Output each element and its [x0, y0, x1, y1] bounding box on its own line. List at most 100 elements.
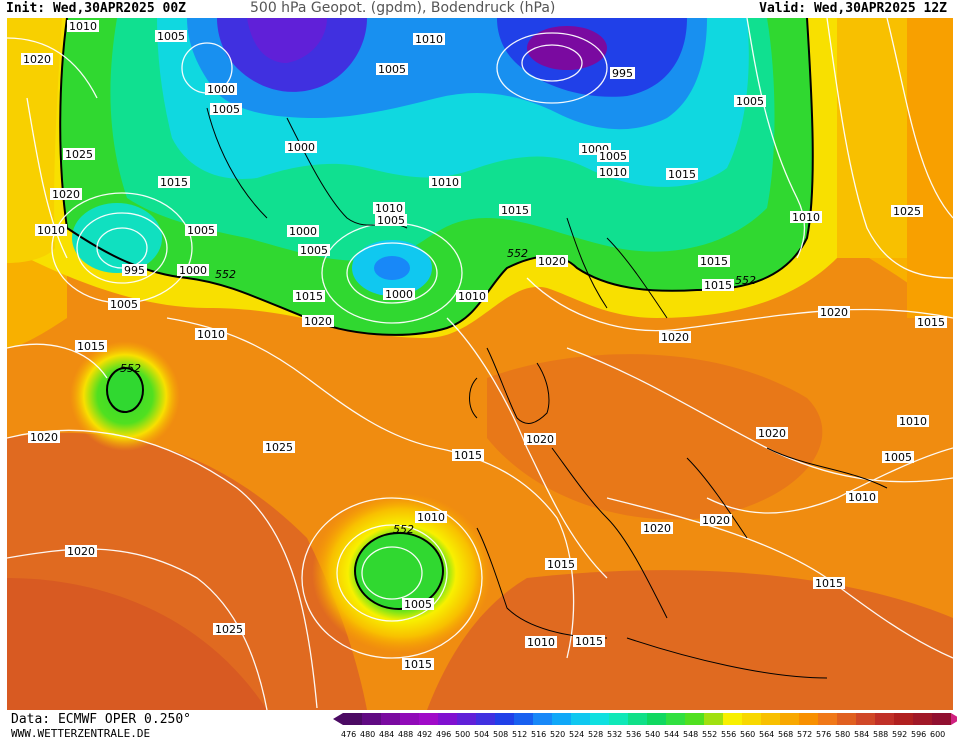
isobar-label-text: 1020	[304, 315, 332, 328]
legend-swatch	[837, 713, 856, 725]
isobar-label-text: 1010	[458, 290, 486, 303]
legend-arrow-right	[951, 713, 957, 725]
legend-ticks: 476 480 484 488 492 496 500 504 508 512 516 520 524 5…	[341, 730, 945, 739]
isobar-label-text: 1010	[69, 20, 97, 33]
legend-tick-label: 496	[436, 730, 451, 739]
legend-swatch	[685, 713, 704, 725]
weather-map[interactable]: 1010 1005 1020 1000 1005 1025 1000 1015 1020 1005…	[7, 18, 953, 710]
isobar-label: 1000	[287, 225, 319, 238]
isobar-label-box	[298, 244, 330, 256]
contour-label-552: 552	[393, 523, 414, 536]
isobar-label-text: 1010	[197, 328, 225, 341]
legend-swatch	[609, 713, 628, 725]
isobar-label-box	[666, 168, 698, 180]
legend-tick-label: 528	[588, 730, 603, 739]
isobar-label-text: 1020	[661, 331, 689, 344]
legend-swatch	[932, 713, 951, 725]
isobar-label-text: 1010	[899, 415, 927, 428]
isobar-label-box	[415, 511, 447, 523]
legend-tick-label: 592	[892, 730, 907, 739]
isobar-label-text: 1020	[30, 431, 58, 444]
isobar-label: 1020	[659, 331, 691, 344]
legend-tick-label: 504	[474, 730, 489, 739]
isobar-label-text: 1020	[67, 545, 95, 558]
isobar-label-text: 1015	[295, 290, 323, 303]
low-center-blue	[374, 256, 410, 280]
isobar-label-text: 1000	[179, 264, 207, 277]
legend-tick-label: 596	[911, 730, 926, 739]
contour-552-north	[106, 367, 144, 413]
legend-swatch	[742, 713, 761, 725]
isobar-label-text: 1020	[643, 522, 671, 535]
contour-552-main	[66, 18, 814, 336]
isobar-label-box	[402, 598, 434, 610]
legend-tick-label: 476	[341, 730, 356, 739]
map-canvas: 1010100510201000100510251000101510201005…	[7, 18, 953, 710]
isobar-label: 1005	[376, 63, 408, 76]
isobar-label-box	[597, 166, 629, 178]
isobar-label-text: 1025	[265, 441, 293, 454]
legend-swatch	[628, 713, 647, 725]
isobar-label: 1010	[597, 166, 629, 179]
isobar-label: 1020	[21, 53, 53, 66]
isobar-label-box	[205, 83, 237, 95]
isobar-label: 1020	[65, 545, 97, 558]
isobar-label-box	[376, 63, 408, 75]
isobar-label: 1000	[383, 288, 415, 301]
isobar-label: 1020	[700, 514, 732, 527]
isobar-label-text: 995	[124, 264, 145, 277]
isobar-label-text: 1010	[37, 224, 65, 237]
isobar-label: 1010	[790, 211, 822, 224]
map-header: Init: Wed,30APR2025 00Z 500 hPa Geopot. …	[0, 0, 959, 18]
legend-swatch	[571, 713, 590, 725]
legend-tick-label: 584	[854, 730, 869, 739]
isobar-label: 1025	[213, 623, 245, 636]
legend-swatch	[552, 713, 571, 725]
isobar-label: 1005	[155, 30, 187, 43]
isobar-label-box	[210, 103, 242, 115]
isobars	[7, 18, 953, 710]
isobar-label-text: 1005	[377, 214, 405, 227]
site-url[interactable]: WWW.WETTERZENTRALE.DE	[11, 727, 151, 740]
legend-swatch	[590, 713, 609, 725]
isobar-label: 1010	[35, 224, 67, 237]
isobar-label-box	[610, 67, 635, 79]
isobar-label-text: 1010	[375, 202, 403, 215]
isobar-label: 1010	[897, 415, 929, 428]
legend-tick-label: 484	[379, 730, 394, 739]
isobar-label-text: 1000	[287, 141, 315, 154]
legend-swatch	[723, 713, 742, 725]
isobar-label-box	[524, 433, 556, 445]
legend-swatch	[799, 713, 818, 725]
legend-swatch	[875, 713, 894, 725]
isobar-label: 1020	[302, 315, 334, 328]
isobar-label-text: 1010	[415, 33, 443, 46]
legend-tick-label: 548	[683, 730, 698, 739]
isobar-label-box	[155, 30, 187, 42]
isobar-label-text: 1020	[23, 53, 51, 66]
isobar-label-box	[545, 558, 577, 570]
isobar-label-box	[756, 427, 788, 439]
contour-552-azores	[354, 532, 444, 610]
isobar-label-text: 1005	[884, 451, 912, 464]
isobar-label: 1010	[429, 176, 461, 189]
color-legend: 476 480 484 488 492 496 500 504 508 512 516 520 524 5…	[333, 713, 957, 739]
isobar-label-text: 1005	[187, 224, 215, 237]
isobar-label-text: 1020	[52, 188, 80, 201]
isobar-label: 1015	[545, 558, 577, 571]
isobar-label: 995	[122, 264, 147, 277]
isobar-label-text: 1020	[758, 427, 786, 440]
isobar-label-text: 1010	[527, 636, 555, 649]
isobar-label-text: 1025	[893, 205, 921, 218]
legend-tick-label: 480	[360, 730, 375, 739]
contour-label-552: 552	[507, 247, 528, 260]
isobar-label-box	[597, 150, 629, 162]
legend-tick-label: 580	[835, 730, 850, 739]
isobar-label-text: 1015	[404, 658, 432, 671]
legend-tick-label: 536	[626, 730, 641, 739]
isobar-label: 1015	[573, 635, 605, 648]
isobar-label-box	[499, 204, 531, 216]
legend-tick-label: 532	[607, 730, 622, 739]
isobar-label: 1005	[882, 451, 914, 464]
legend-tick-label: 492	[417, 730, 432, 739]
